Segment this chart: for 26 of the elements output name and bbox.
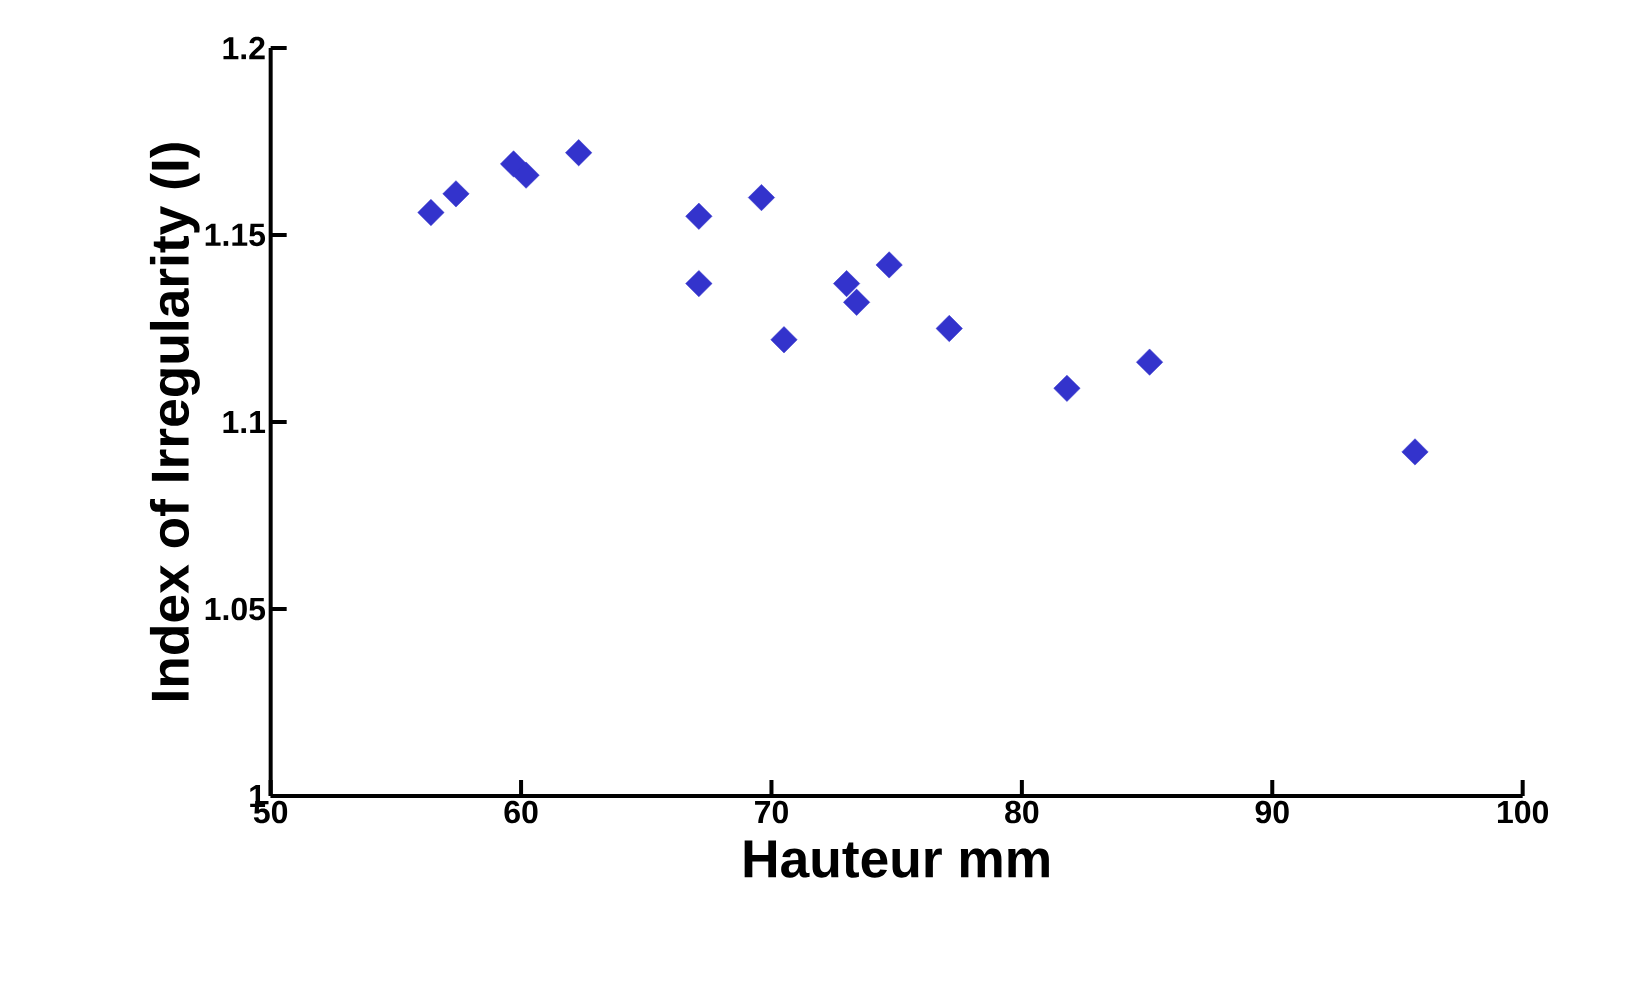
point	[442, 180, 470, 208]
point	[565, 139, 593, 167]
point	[512, 161, 540, 189]
point	[747, 184, 775, 212]
y-tick-label: 1.15	[205, 223, 266, 247]
point	[685, 270, 713, 298]
x-tick-label: 90	[1255, 800, 1289, 824]
point	[770, 326, 798, 354]
x-tick-label: 70	[755, 800, 788, 824]
y-tick-label: 1.05	[205, 597, 266, 621]
y-axis-title: Index of Irregularity (I)	[149, 143, 200, 701]
point	[417, 199, 445, 227]
point	[685, 202, 713, 230]
point	[1401, 438, 1429, 466]
point	[935, 315, 963, 343]
x-tick-label: 100	[1497, 800, 1549, 824]
point	[1053, 375, 1081, 402]
point	[1136, 348, 1164, 376]
point	[875, 251, 903, 279]
x-tick-label: 60	[504, 800, 538, 824]
y-tick-label: 1.1	[223, 411, 266, 434]
x-axis-title: Hauteur mm	[744, 840, 1049, 878]
point	[843, 289, 871, 316]
point	[833, 270, 861, 298]
x-tick-label: 80	[1005, 800, 1039, 824]
y-tick-label: 1.2	[223, 37, 265, 60]
